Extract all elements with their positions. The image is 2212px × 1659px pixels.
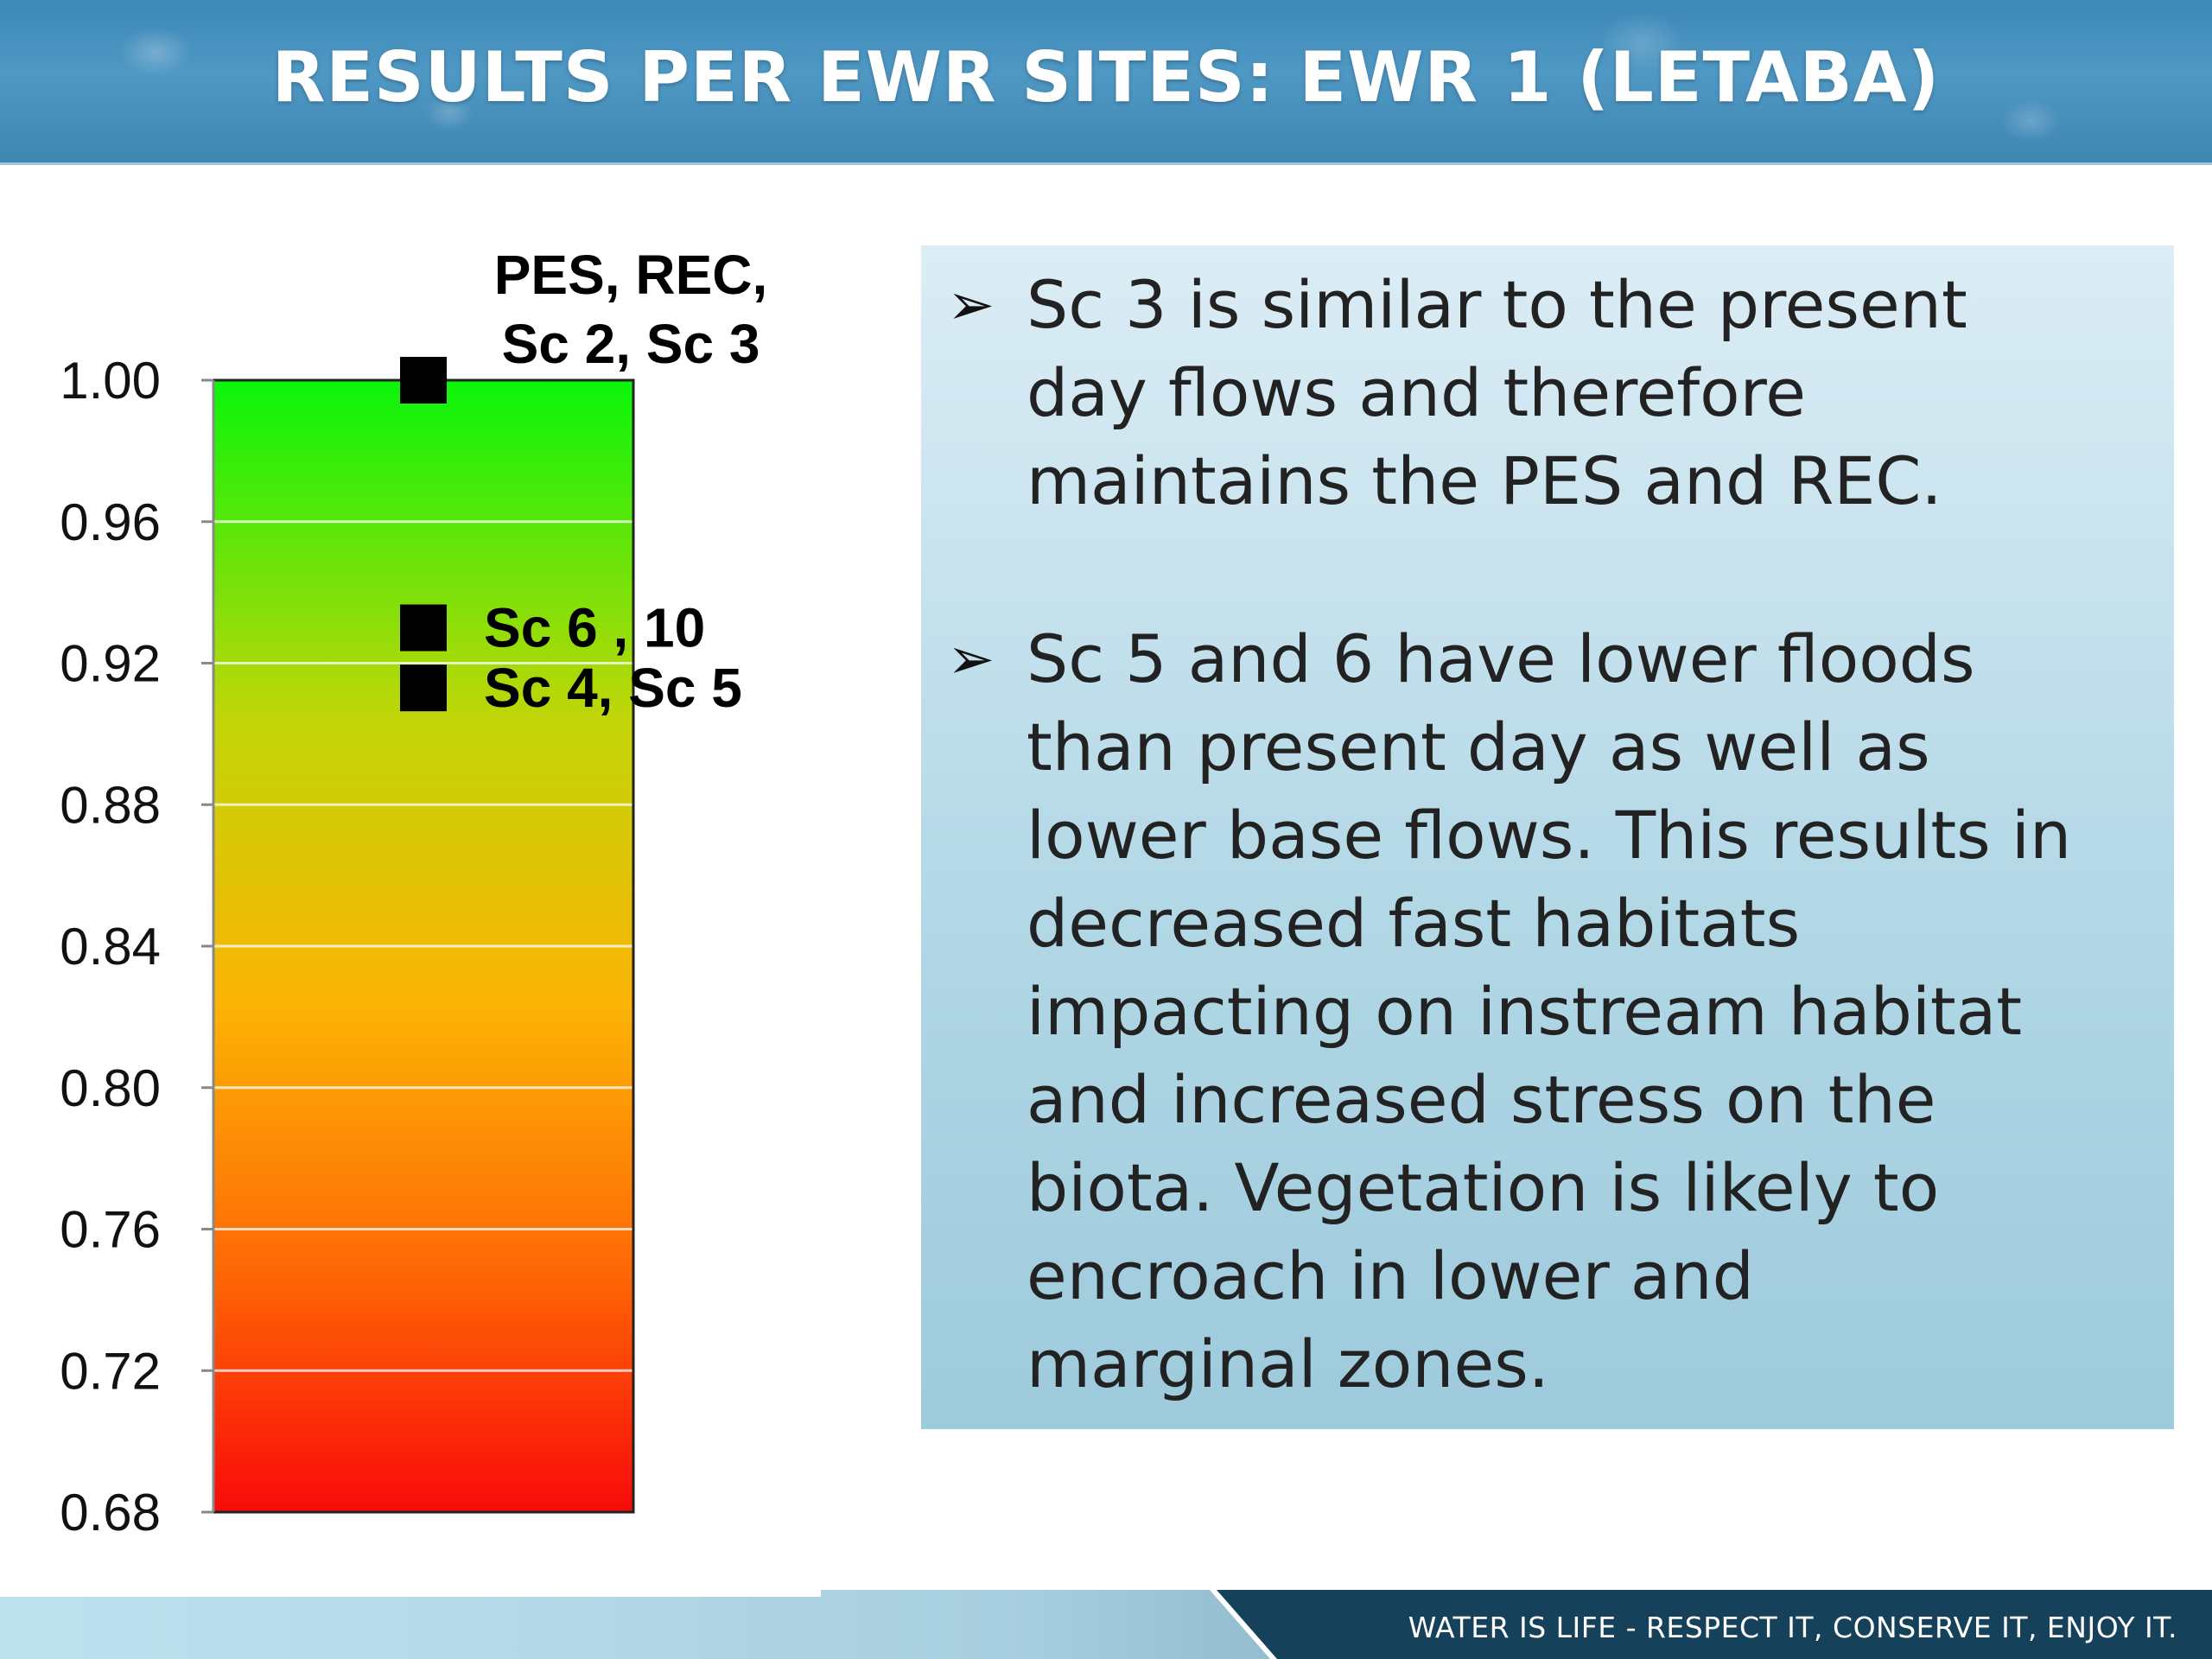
y-tick-label: 0.76 <box>60 1201 161 1259</box>
arrow-bullet-icon: ➢ <box>947 626 995 692</box>
title-banner: RESULTS PER EWR SITES: EWR 1 (LETABA) <box>0 0 2212 165</box>
y-tick-label: 0.96 <box>60 493 161 551</box>
data-point-marker <box>400 357 447 404</box>
data-point-marker <box>400 604 447 652</box>
data-point-label: Sc 2, Sc 3 <box>502 313 760 375</box>
data-point-marker <box>400 664 447 712</box>
y-tick-label: 0.68 <box>60 1484 161 1541</box>
y-axis: 1.00 0.96 0.92 0.88 0.84 0.80 0.76 0.72 0.68 <box>60 352 215 1541</box>
y-tick-label: 0.84 <box>60 918 161 976</box>
y-tick-label: 0.92 <box>60 635 161 693</box>
y-tick-label: 0.72 <box>60 1342 161 1400</box>
y-tick-label: 0.80 <box>60 1059 161 1117</box>
explanation-box: ➢ Sc 3 is similar to the present day flo… <box>921 245 2174 1429</box>
data-point-label: Sc 6 , 10 <box>484 597 705 659</box>
bullet-text: Sc 3 is similar to the present day flows… <box>1027 266 1967 519</box>
arrow-bullet-icon: ➢ <box>947 271 995 338</box>
data-point-label: Sc 4, Sc 5 <box>484 657 742 719</box>
score-chart: 1.00 0.96 0.92 0.88 0.84 0.80 0.76 0.72 0.68 PES… <box>60 244 767 1541</box>
y-tick-label: 0.88 <box>60 776 161 834</box>
footer-bar: WATER IS LIFE - RESPECT IT, CONSERVE IT,… <box>0 1590 2212 1659</box>
gridlines <box>213 520 633 1372</box>
bullet-text: Sc 5 and 6 have lower floods than presen… <box>1027 620 2072 1402</box>
data-point-label: PES, REC, <box>494 244 768 306</box>
footer-accent <box>0 1590 821 1597</box>
footer-tagline: WATER IS LIFE - RESPECT IT, CONSERVE IT,… <box>1408 1611 2177 1644</box>
footer-dark-panel <box>1217 1590 2212 1659</box>
slide-title: RESULTS PER EWR SITES: EWR 1 (LETABA) <box>271 37 1941 118</box>
y-tick-label: 1.00 <box>60 352 161 410</box>
